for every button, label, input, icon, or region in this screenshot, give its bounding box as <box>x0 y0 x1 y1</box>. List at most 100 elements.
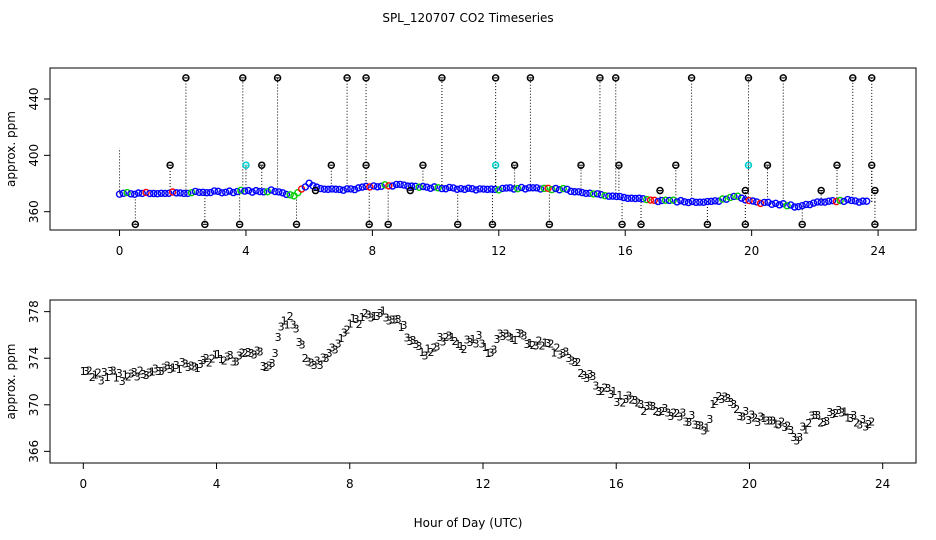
data-point <box>734 192 742 200</box>
data-point-label: 3 <box>257 345 264 358</box>
data-point <box>760 198 768 207</box>
data-point-label: 1 <box>541 337 548 350</box>
y-axis: 360 400 440 <box>27 88 50 223</box>
data-point-label: 3 <box>152 363 159 376</box>
data-point-label: 1 <box>844 412 851 425</box>
data-point <box>567 187 575 196</box>
data-point <box>521 185 530 193</box>
data-point-label: 3 <box>236 349 243 362</box>
data-point-label: 3 <box>278 321 285 334</box>
data-point <box>544 184 552 192</box>
data-point <box>597 190 605 199</box>
spike-point <box>526 74 535 82</box>
data-point-label: 1 <box>550 346 557 359</box>
y-tick-label: 360 <box>27 200 41 223</box>
data-point-label: 3 <box>826 406 833 419</box>
spike-point <box>687 74 696 82</box>
data-point-label: 1 <box>284 318 291 331</box>
data-points: 1322123313313312333233313333331313333313… <box>80 304 875 447</box>
data-point <box>464 184 473 192</box>
data-point-label: 1 <box>481 341 488 354</box>
data-point-label: 3 <box>311 359 318 372</box>
data-point-label: 2 <box>751 412 758 425</box>
data-point-label: 3 <box>679 406 686 419</box>
data-point-label: 3 <box>314 354 321 367</box>
data-point <box>696 198 704 206</box>
data-point-label: 2 <box>832 407 839 420</box>
data-point <box>570 188 579 196</box>
data-point <box>586 189 594 197</box>
spike-point <box>292 220 301 229</box>
data-point-label: 3 <box>691 418 698 431</box>
data-point <box>366 183 374 191</box>
spike-point <box>362 74 370 82</box>
data-point-label: 2 <box>658 405 665 418</box>
data-point-label: 3 <box>793 434 800 447</box>
data-point-label: 3 <box>260 360 267 373</box>
data-point <box>146 189 154 198</box>
spike-point <box>545 220 554 229</box>
data-point <box>756 199 765 208</box>
data-point <box>415 183 423 191</box>
data-point-label: 3 <box>823 415 830 428</box>
data-point <box>347 185 355 193</box>
spike-point <box>491 161 500 169</box>
data-point <box>540 184 549 193</box>
data-point <box>468 185 476 193</box>
data-point <box>821 198 829 206</box>
data-point-label: 3 <box>422 350 429 363</box>
y-tick-label: 366 <box>27 440 41 463</box>
spike-point <box>744 74 753 82</box>
data-point-label: 3 <box>479 337 486 350</box>
data-point-label: 3 <box>730 398 737 411</box>
data-point-label: 1 <box>610 385 617 398</box>
data-point-label: 1 <box>113 372 120 385</box>
data-point <box>127 190 135 198</box>
spike-point <box>741 186 750 195</box>
data-point <box>502 184 511 192</box>
data-point-label: 3 <box>745 414 752 427</box>
data-point <box>612 192 621 201</box>
data-point <box>658 196 666 205</box>
data-point <box>828 196 837 205</box>
data-point-label: 2 <box>868 415 875 428</box>
x-tick-label: 0 <box>79 477 87 491</box>
data-point-label: 3 <box>835 404 842 417</box>
data-point-label: 2 <box>619 396 626 409</box>
data-point-label: 1 <box>772 417 779 430</box>
data-point <box>726 193 734 202</box>
data-point-label: 3 <box>781 421 788 434</box>
data-point <box>222 188 230 197</box>
data-point-label: 3 <box>386 315 393 328</box>
x-tick-label: 8 <box>369 244 377 258</box>
y-tick-label: 440 <box>27 88 41 111</box>
data-point <box>297 185 306 193</box>
data-point-label: 3 <box>110 365 117 378</box>
data-point <box>256 187 264 196</box>
data-point-label: 3 <box>499 330 506 343</box>
y-tick-label: 374 <box>27 347 41 370</box>
data-point <box>377 182 385 191</box>
data-point-label: 2 <box>263 361 270 374</box>
data-point-label: 1 <box>170 362 177 375</box>
data-point-label: 3 <box>410 334 417 347</box>
spike-point <box>744 161 753 169</box>
data-point-label: 2 <box>89 371 96 384</box>
data-point-label: 2 <box>137 364 144 377</box>
data-point-label: 3 <box>604 382 611 395</box>
data-point <box>343 185 351 193</box>
data-point-label: 3 <box>622 393 629 406</box>
data-point <box>798 201 806 210</box>
data-point <box>862 197 871 205</box>
data-point <box>233 187 241 196</box>
data-point <box>339 186 348 194</box>
data-point-label: 2 <box>443 331 450 344</box>
data-point-label: 3 <box>317 359 324 372</box>
data-point-label: 3 <box>191 361 198 374</box>
data-point-label: 3 <box>718 393 725 406</box>
data-point <box>851 197 860 205</box>
data-point-label: 2 <box>86 364 93 377</box>
data-point <box>551 184 560 193</box>
data-point-label: 3 <box>808 409 815 422</box>
data-point-label: 3 <box>305 356 312 369</box>
